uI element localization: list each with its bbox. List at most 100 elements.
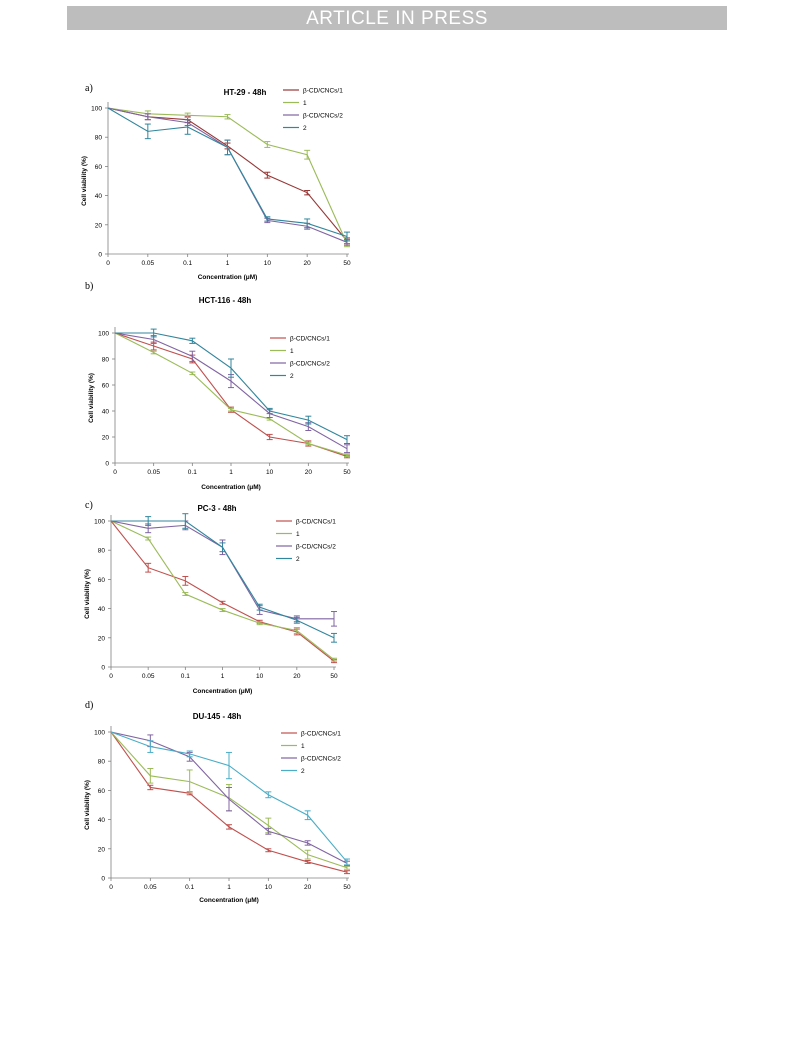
y-tick-label: 80 [98,548,106,555]
legend-label: β-CD/CNCs/2 [301,756,341,763]
banner-text: ARTICLE IN PRESS [306,8,488,29]
chart-panel-d: d) 0 20 40 60 80 100 0 0.05 0.1 1 10 20 50 β-CD/CNCs/… [75,697,375,909]
legend-label: β-CD/CNCs/2 [303,113,343,120]
x-tick-label: 0.05 [142,260,155,267]
chart-svg: 0 20 40 60 80 100 0 0.05 0.1 1 10 20 50 β-CD/CNCs/1 1 β… [81,88,351,282]
y-tick-label: 100 [94,730,105,737]
x-tick-label: 50 [343,469,351,476]
panel-label: a) [85,83,93,94]
chart-title: PC-3 - 48h [197,504,236,513]
x-tick-label: 10 [266,469,274,476]
y-tick-label: 100 [91,106,102,113]
legend-label: β-CD/CNCs/1 [290,336,330,343]
x-tick-label: 1 [221,673,225,680]
x-tick-label: 50 [343,884,351,891]
y-tick-label: 80 [98,759,106,766]
y-tick-label: 80 [95,135,103,142]
x-tick-label: 0.05 [144,884,157,891]
x-tick-label: 0.1 [188,469,197,476]
y-tick-label: 60 [102,383,110,390]
legend-label: 1 [303,100,307,107]
series-line [107,107,348,242]
x-tick-label: 1 [229,469,233,476]
legend-label: 2 [296,556,300,563]
x-tick-label: 10 [265,884,273,891]
x-tick-label: 10 [256,673,264,680]
y-tick-label: 20 [102,435,110,442]
x-tick-label: 0.05 [142,673,155,680]
x-tick-label: 0.1 [183,260,192,267]
y-tick-label: 60 [98,577,106,584]
series-line [107,107,348,243]
y-tick-label: 0 [101,665,105,672]
legend-label: β-CD/CNCs/1 [301,731,341,738]
x-axis-label: Concentration (μM) [201,484,261,491]
y-tick-label: 100 [94,519,105,526]
x-tick-label: 1 [226,260,230,267]
article-in-press-banner: ARTICLE IN PRESS [67,6,727,30]
y-axis-label: Cell viability (%) [88,373,95,423]
legend-label: 2 [290,373,294,380]
y-axis-label: Cell viability (%) [81,156,88,206]
chart-panel-c: c) 0 20 40 60 80 100 0 0.05 0.1 1 10 20 50 β-CD/CNCs/… [75,497,375,697]
chart-svg: 0 20 40 60 80 100 0 0.05 0.1 1 10 20 50 β-CD/CNCs/1 1 β… [84,504,338,695]
y-tick-label: 0 [101,876,105,883]
legend-label: 1 [301,743,305,750]
x-tick-label: 0 [113,469,117,476]
y-axis-label: Cell viability (%) [84,780,91,830]
x-tick-label: 0 [109,673,113,680]
chart-title: HT-29 - 48h [224,88,267,97]
y-tick-label: 0 [105,461,109,468]
y-tick-label: 60 [95,164,103,171]
y-tick-label: 40 [98,817,106,824]
x-tick-label: 20 [305,469,313,476]
chart-svg: 0 20 40 60 80 100 0 0.05 0.1 1 10 20 50 β-CD/CNCs/1 1 β… [88,296,351,491]
series-line [107,107,348,238]
y-tick-label: 20 [95,222,103,229]
legend-label: β-CD/CNCs/2 [296,544,336,551]
legend-label: 1 [296,531,300,538]
chart-title: HCT-116 - 48h [199,296,252,305]
y-tick-label: 40 [98,606,106,613]
x-tick-label: 0 [109,884,113,891]
x-tick-label: 0.1 [185,884,194,891]
y-axis-label: Cell viability (%) [84,569,91,619]
panel-label: d) [85,700,94,711]
y-tick-label: 40 [95,193,103,200]
legend-label: β-CD/CNCs/2 [290,361,330,368]
chart-svg: 0 20 40 60 80 100 0 0.05 0.1 1 10 20 50 β-CD/CNCs/1 1 β… [84,712,351,904]
x-axis-label: Concentration (μM) [198,274,258,281]
series-line [114,332,348,458]
x-tick-label: 0 [106,260,110,267]
legend-label: β-CD/CNCs/1 [303,88,343,95]
x-tick-label: 20 [293,673,301,680]
x-axis-label: Concentration (μM) [193,688,253,695]
series-line [114,332,348,456]
x-axis-label: Concentration (μM) [199,897,259,904]
x-tick-label: 50 [343,260,351,267]
y-tick-label: 100 [98,331,109,338]
y-tick-label: 60 [98,788,106,795]
x-tick-label: 0.05 [147,469,160,476]
panel-label: b) [85,281,94,292]
chart-title: DU-145 - 48h [193,712,242,721]
x-tick-label: 10 [264,260,272,267]
x-tick-label: 20 [304,260,312,267]
y-tick-label: 80 [102,357,110,364]
x-tick-label: 0.1 [181,673,190,680]
y-tick-label: 40 [102,409,110,416]
y-tick-label: 20 [98,846,106,853]
legend-label: β-CD/CNCs/1 [296,519,336,526]
legend-label: 2 [303,125,307,132]
legend-label: 1 [290,348,294,355]
y-tick-label: 20 [98,635,106,642]
panel-label: c) [85,500,93,511]
x-tick-label: 1 [227,884,231,891]
y-tick-label: 0 [98,252,102,259]
x-tick-label: 50 [330,673,338,680]
chart-panel-a: a) 0 20 40 60 80 100 0 0.05 0.1 1 10 20 50 β-CD/CNCs/… [75,80,375,285]
x-tick-label: 20 [304,884,312,891]
series-line [111,520,335,639]
legend-label: 2 [301,768,305,775]
series-line [107,107,348,245]
